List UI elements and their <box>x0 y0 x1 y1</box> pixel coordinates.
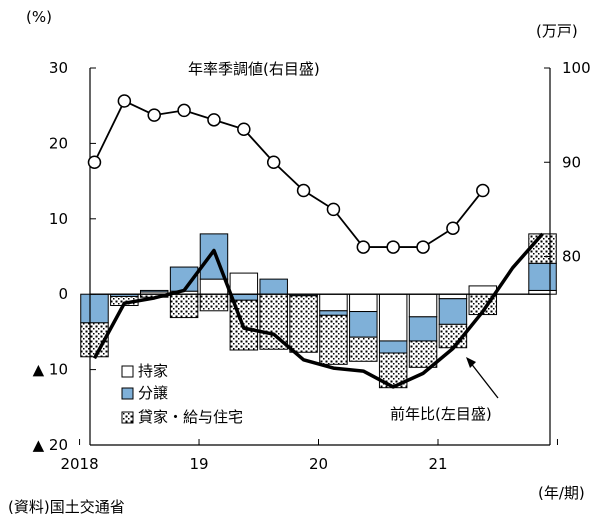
bar-segment-bunjo <box>199 233 229 280</box>
x-axis-tick-label: 19 <box>189 455 208 473</box>
legend-swatch <box>121 387 134 400</box>
left-axis-tick-label: ▲ 10 <box>33 361 68 379</box>
x-axis-tick-label: 21 <box>428 455 447 473</box>
annual-line <box>93 99 484 248</box>
annotation-arrow-head <box>466 357 476 368</box>
bar-segment-kashiya <box>169 293 199 319</box>
bar-segment-bunjo <box>80 293 109 324</box>
bar-segment-mochiie <box>378 293 408 342</box>
bar-segment-bunjo <box>378 340 408 354</box>
left-axis-tick-label: 0 <box>58 285 68 303</box>
legend-swatch <box>121 411 134 424</box>
bar-segment-mochiie <box>349 293 378 313</box>
right-axis-tick-label: 90 <box>562 153 581 171</box>
annual-point <box>386 240 400 254</box>
annual-point <box>87 155 102 169</box>
bar-segment-mochiie <box>199 278 229 295</box>
yoy-line <box>92 232 544 389</box>
bar-segment-bunjo <box>259 278 288 295</box>
left-axis-unit-label: (%) <box>26 8 52 26</box>
left-series-label: 前年比(左目盛) <box>390 405 492 423</box>
bar-segment-kashiya <box>289 295 318 353</box>
legend-label: 持家 <box>138 362 168 380</box>
left-axis-tick-label: 30 <box>49 59 68 77</box>
right-axis-tick-label: 100 <box>562 59 591 77</box>
left-axis-tick-label: 10 <box>49 210 68 228</box>
annual-point <box>237 122 251 137</box>
annual-point <box>296 183 311 198</box>
bar-segment-bunjo <box>319 310 348 316</box>
x-unit-label: (年/期) <box>538 484 585 502</box>
x-axis-tick-label: 20 <box>309 455 328 473</box>
source-note: (資料)国土交通省 <box>8 498 125 516</box>
legend-label: 貸家・給与住宅 <box>138 408 243 426</box>
bar-segment-mochiie <box>438 293 468 300</box>
annotation-arrow-line <box>469 361 499 399</box>
right-axis-tick-label: 80 <box>562 248 581 266</box>
annual-point <box>177 103 191 118</box>
bar-segment-bunjo <box>438 298 468 325</box>
annual-point <box>446 221 460 235</box>
bar-segment-mochiie <box>408 293 438 318</box>
bar-segment-bunjo <box>349 311 378 338</box>
left-axis-tick-label: ▲ 20 <box>33 436 68 454</box>
bar-segment-kashiya <box>319 314 348 365</box>
bar-segment-bunjo <box>139 289 169 293</box>
legend-swatch <box>121 365 134 378</box>
annual-point <box>416 240 430 254</box>
right-series-label: 年率季調値(右目盛) <box>188 60 320 78</box>
annual-point <box>207 113 221 127</box>
x-axis-tick-label: 2018 <box>60 455 98 473</box>
annual-point <box>476 183 490 198</box>
annual-point <box>326 202 341 217</box>
legend-label: 分譲 <box>138 384 168 402</box>
bar-segment-bunjo <box>528 262 557 291</box>
bar-segment-kashiya <box>349 336 378 362</box>
annual-point <box>147 108 161 122</box>
bar-segment-bunjo <box>408 316 438 342</box>
bar-segment-mochiie <box>468 285 498 295</box>
left-axis-tick-label: 20 <box>49 134 68 152</box>
bar-segment-kashiya <box>199 293 229 312</box>
bar-segment-kashiya <box>408 340 438 368</box>
bar-segment-kashiya <box>528 233 557 264</box>
right-axis-unit-label: (万戸) <box>536 22 578 40</box>
annual-point <box>266 155 281 169</box>
bar-segment-mochiie <box>319 293 348 312</box>
bar-segment-mochiie <box>229 272 259 295</box>
annual-point <box>117 94 132 108</box>
annual-point <box>356 240 371 254</box>
